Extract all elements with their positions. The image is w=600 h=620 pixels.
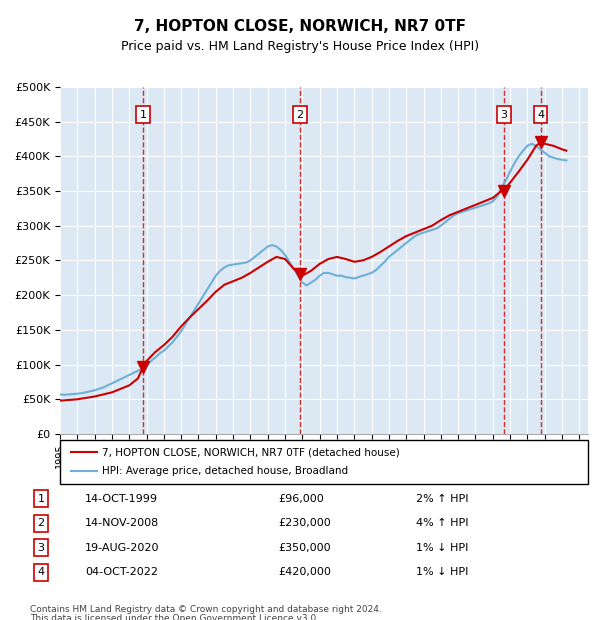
Text: 1: 1 (38, 494, 44, 503)
Text: 04-OCT-2022: 04-OCT-2022 (85, 567, 158, 577)
Text: 4: 4 (37, 567, 44, 577)
Text: £230,000: £230,000 (278, 518, 331, 528)
Text: 2: 2 (296, 110, 304, 120)
Text: £350,000: £350,000 (278, 543, 331, 553)
Text: 3: 3 (38, 543, 44, 553)
Text: £96,000: £96,000 (278, 494, 324, 503)
Text: 3: 3 (500, 110, 507, 120)
Text: 1% ↓ HPI: 1% ↓ HPI (416, 543, 469, 553)
Text: Price paid vs. HM Land Registry's House Price Index (HPI): Price paid vs. HM Land Registry's House … (121, 40, 479, 53)
Text: 14-NOV-2008: 14-NOV-2008 (85, 518, 160, 528)
FancyBboxPatch shape (60, 440, 588, 484)
Text: 1% ↓ HPI: 1% ↓ HPI (416, 567, 469, 577)
Text: 4% ↑ HPI: 4% ↑ HPI (416, 518, 469, 528)
Text: 14-OCT-1999: 14-OCT-1999 (85, 494, 158, 503)
Text: 7, HOPTON CLOSE, NORWICH, NR7 0TF (detached house): 7, HOPTON CLOSE, NORWICH, NR7 0TF (detac… (102, 448, 400, 458)
Text: This data is licensed under the Open Government Licence v3.0.: This data is licensed under the Open Gov… (30, 614, 319, 620)
Text: 1: 1 (139, 110, 146, 120)
Text: 2: 2 (37, 518, 44, 528)
Text: HPI: Average price, detached house, Broadland: HPI: Average price, detached house, Broa… (102, 466, 349, 476)
Text: 7, HOPTON CLOSE, NORWICH, NR7 0TF: 7, HOPTON CLOSE, NORWICH, NR7 0TF (134, 19, 466, 33)
Text: Contains HM Land Registry data © Crown copyright and database right 2024.: Contains HM Land Registry data © Crown c… (30, 604, 382, 614)
Text: £420,000: £420,000 (278, 567, 331, 577)
Text: 2% ↑ HPI: 2% ↑ HPI (416, 494, 469, 503)
Text: 4: 4 (537, 110, 544, 120)
Text: 19-AUG-2020: 19-AUG-2020 (85, 543, 160, 553)
